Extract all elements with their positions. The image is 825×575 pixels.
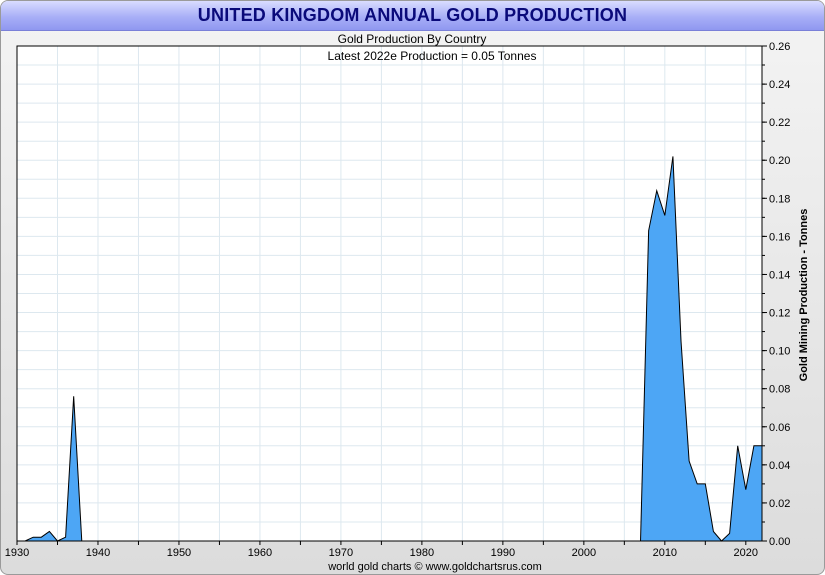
title-bar: UNITED KINGDOM ANNUAL GOLD PRODUCTION xyxy=(1,1,824,31)
x-tick-label: 1990 xyxy=(491,547,515,559)
y-tick-label: 0.22 xyxy=(769,117,790,129)
footer-credit: world gold charts © www.goldchartsrus.co… xyxy=(327,561,542,573)
y-tick-label: 0.06 xyxy=(769,422,790,434)
x-tick-label: 2000 xyxy=(572,547,596,559)
latest-annotation: Latest 2022e Production = 0.05 Tonnes xyxy=(328,49,537,63)
y-axis-label: Gold Mining Production - Tonnes xyxy=(798,209,810,382)
y-tick-label: 0.24 xyxy=(769,79,790,91)
x-tick-label: 1950 xyxy=(167,547,191,559)
y-tick-label: 0.26 xyxy=(769,41,790,53)
y-tick-label: 0.12 xyxy=(769,308,790,320)
x-tick-label: 1980 xyxy=(410,547,434,559)
y-tick-label: 0.00 xyxy=(769,536,790,548)
x-tick-label: 1970 xyxy=(329,547,353,559)
y-tick-label: 0.02 xyxy=(769,498,790,510)
y-axis: 0.00 0.02 0.04 0.06 0.08 0.10 0.12 0.14 0.16 0.18… xyxy=(762,41,790,548)
y-tick-label: 0.10 xyxy=(769,346,790,358)
y-tick-label: 0.14 xyxy=(769,269,790,281)
area-fill xyxy=(17,156,762,542)
y-tick-label: 0.08 xyxy=(769,384,790,396)
x-tick-label: 2020 xyxy=(734,547,758,559)
y-tick-label: 0.04 xyxy=(769,460,790,472)
series-line xyxy=(17,156,762,542)
x-tick-label: 1930 xyxy=(5,547,29,559)
x-tick-label: 1960 xyxy=(248,547,272,559)
x-tick-label: 2010 xyxy=(653,547,677,559)
chart-title: UNITED KINGDOM ANNUAL GOLD PRODUCTION xyxy=(197,5,628,25)
chart-subtitle: Gold Production By Country xyxy=(338,32,487,46)
y-tick-label: 0.18 xyxy=(769,193,790,205)
x-tick-label: 1940 xyxy=(86,547,110,559)
y-tick-label: 0.20 xyxy=(769,155,790,167)
x-axis: 1930 1940 1950 1960 1970 1980 1990 2000 2010 2020 xyxy=(5,541,758,559)
area-series xyxy=(17,156,762,542)
grid xyxy=(17,46,762,541)
y-tick-label: 0.16 xyxy=(769,231,790,243)
